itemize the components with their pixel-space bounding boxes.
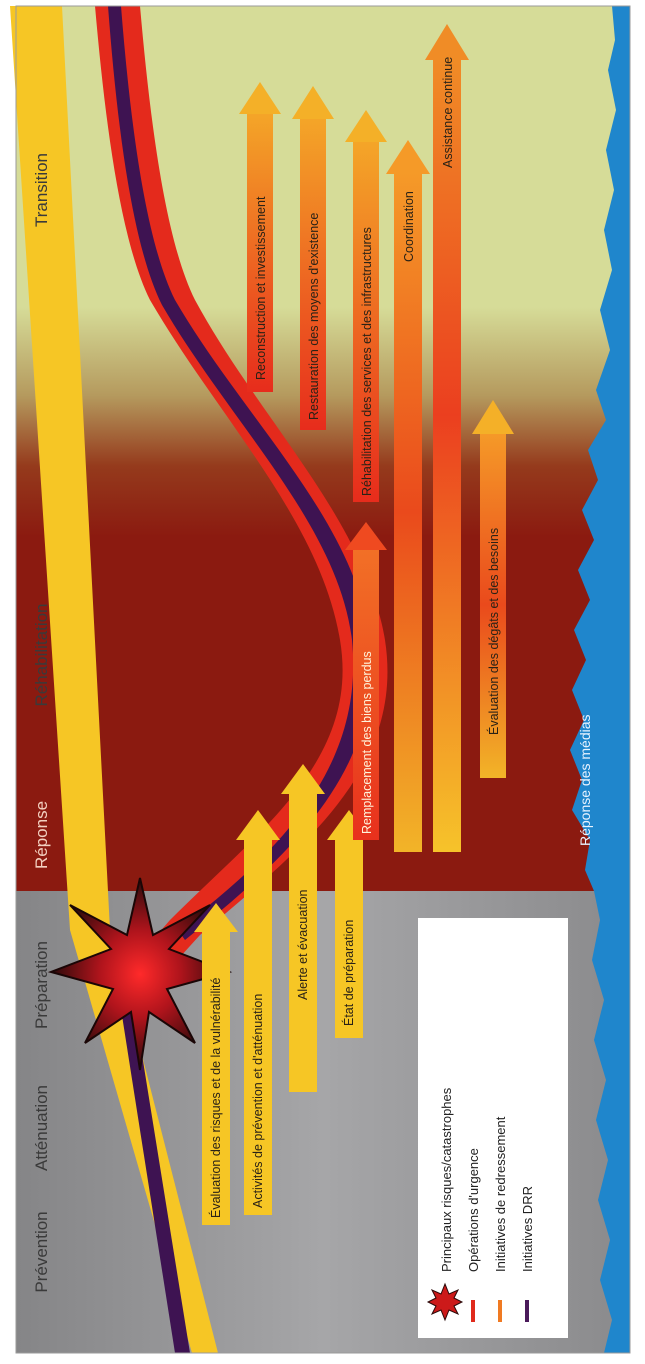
arrow-reconstruction: Reconstruction et investissement <box>239 82 281 392</box>
legend-label-redressement: Initiatives de redressement <box>493 1116 508 1272</box>
svg-text:Évaluation des risques et de l: Évaluation des risques et de la vulnérab… <box>208 978 223 1218</box>
media-response-label: Réponse des médias <box>577 714 593 846</box>
emergency-operations-curve <box>95 6 388 990</box>
svg-text:Activités de prévention et d'a: Activités de prévention et d'atténuation <box>251 994 265 1208</box>
legend: Principaux risques/catastrophes Opératio… <box>418 918 568 1338</box>
svg-text:Alerte et évacuation: Alerte et évacuation <box>296 889 310 1000</box>
disaster-starburst-icon <box>47 877 233 1071</box>
drr-purple-line-pre <box>118 980 190 1353</box>
arrow-remplacement: Remplacement des biens perdus <box>345 522 387 840</box>
svg-text:Évaluation des dégâts et des b: Évaluation des dégâts et des besoins <box>486 528 501 735</box>
arrow-rehabilitation-services: Réhabilitation des services et des infra… <box>345 110 387 502</box>
legend-swatch-drr <box>525 1300 529 1322</box>
phase-prevention: Prévention <box>32 1211 51 1292</box>
arrow-coordination: Coordination <box>386 140 430 852</box>
diagram-frame <box>15 5 631 1354</box>
legend-label-drr: Initiatives DRR <box>520 1186 535 1272</box>
legend-starburst-icon <box>426 1282 464 1322</box>
arrow-activites-prevention: Activités de prévention et d'atténuation <box>236 810 280 1215</box>
svg-text:Assistance continue: Assistance continue <box>441 57 455 168</box>
arrow-alerte: Alerte et évacuation <box>281 764 325 1092</box>
phase-rehabilitation: Réhabilitation <box>32 603 51 706</box>
svg-text:Réhabilitation des services et: Réhabilitation des services et des infra… <box>360 227 374 496</box>
arrow-evaluation-risques: Évaluation des risques et de la vulnérab… <box>194 903 238 1225</box>
svg-text:Reconstruction et investisseme: Reconstruction et investissement <box>254 196 268 380</box>
media-response-area <box>570 6 630 1353</box>
phase-reponse: Réponse <box>32 801 51 869</box>
svg-text:Remplacement des biens perdus: Remplacement des biens perdus <box>360 651 374 834</box>
svg-text:État de préparation: État de préparation <box>341 920 356 1026</box>
phase-transition: Transition <box>32 153 51 227</box>
arrow-etat-preparation: État de préparation <box>327 810 371 1038</box>
phase-preparation: Préparation <box>32 941 51 1029</box>
legend-label-urgence: Opérations d'urgence <box>466 1148 481 1272</box>
hazard-yellow-band <box>10 6 218 1353</box>
svg-text:Coordination: Coordination <box>402 191 416 262</box>
arrow-assistance: Assistance continue <box>425 24 469 852</box>
phase-attenuation: Atténuation <box>32 1085 51 1171</box>
legend-swatch-urgence <box>471 1300 475 1322</box>
arrow-evaluation-degats: Évaluation des dégâts et des besoins <box>472 400 514 778</box>
legend-label-risques: Principaux risques/catastrophes <box>439 1087 454 1272</box>
svg-text:Restauration des moyens d'exis: Restauration des moyens d'existence <box>307 213 321 420</box>
legend-swatch-redressement <box>498 1300 502 1322</box>
arrow-restauration: Restauration des moyens d'existence <box>292 86 334 430</box>
